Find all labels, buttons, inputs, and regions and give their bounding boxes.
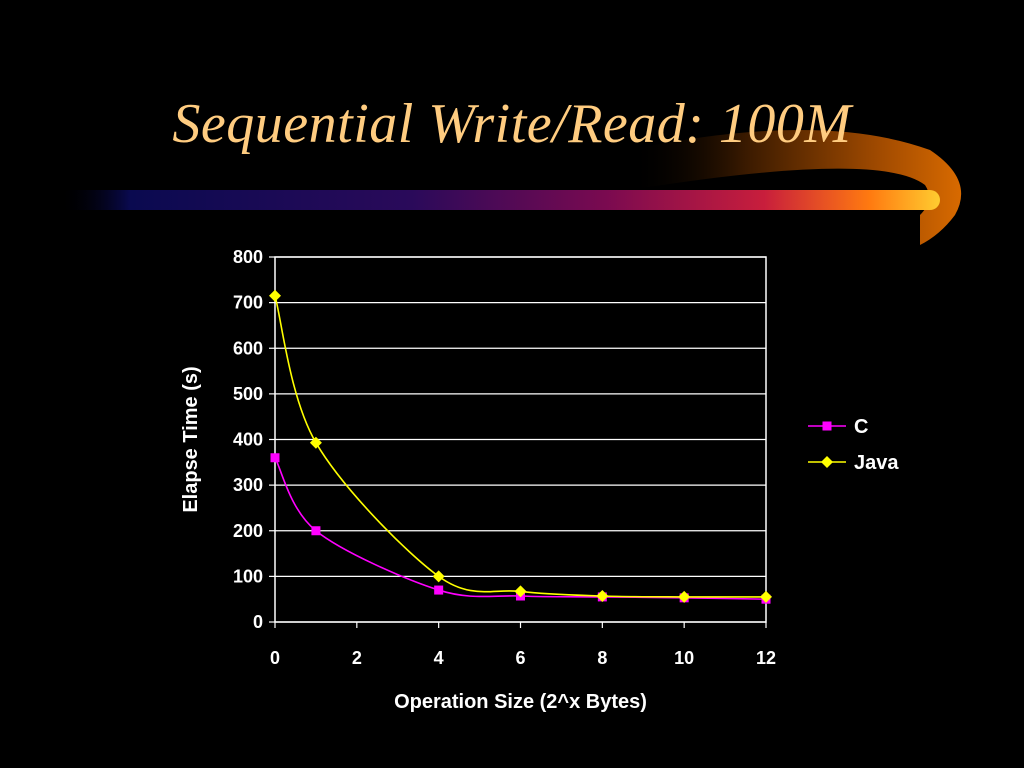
y-axis-ticks: 0 100 200 300 400 500 600 700 800: [233, 247, 275, 632]
swoosh-band: [60, 190, 940, 210]
data-point-java: [678, 590, 691, 603]
x-tick-label: 8: [597, 648, 607, 668]
data-point-java: [432, 570, 445, 583]
series-lines: [274, 295, 767, 600]
legend: C Java: [808, 416, 899, 474]
x-tick-label: 2: [352, 648, 362, 668]
data-point-c: [434, 585, 444, 595]
legend-marker-java: [821, 456, 833, 468]
legend-item-java: Java: [808, 452, 899, 474]
swoosh-arc: [630, 130, 962, 245]
data-point-java: [269, 289, 281, 302]
y-tick-label: 700: [233, 293, 263, 313]
data-point-java: [309, 436, 322, 449]
y-tick-label: 300: [233, 475, 263, 495]
y-tick-label: 800: [233, 247, 263, 267]
legend-item-c: C: [808, 416, 868, 438]
x-axis-label: Operation Size (2^x Bytes): [394, 691, 647, 713]
y-axis-label: Elapse Time (s): [180, 366, 202, 512]
data-point-java: [596, 589, 609, 602]
legend-label-java: Java: [854, 452, 899, 474]
data-point-c: [270, 453, 280, 463]
slide-title: Sequential Write/Read: 100M: [172, 93, 852, 155]
y-tick-label: 200: [233, 521, 263, 541]
x-tick-label: 10: [674, 648, 694, 668]
x-tick-label: 0: [270, 648, 280, 668]
y-tick-label: 500: [233, 384, 263, 404]
y-tick-label: 600: [233, 338, 263, 358]
x-tick-label: 12: [756, 648, 776, 668]
data-point-java: [760, 590, 772, 603]
data-point-c: [311, 526, 321, 536]
legend-label-c: C: [854, 416, 868, 438]
series-line-c: [274, 457, 767, 600]
x-axis-ticks: 0 2 4 6 8 10 12: [270, 622, 776, 668]
gridlines: [275, 256, 766, 623]
y-tick-label: 400: [233, 430, 263, 450]
legend-marker-c: [822, 421, 832, 431]
data-point-java: [514, 585, 527, 598]
series-markers: [269, 289, 772, 604]
x-tick-label: 4: [434, 648, 444, 668]
y-tick-label: 0: [253, 612, 263, 632]
y-tick-label: 100: [233, 566, 263, 586]
x-tick-label: 6: [515, 648, 525, 668]
